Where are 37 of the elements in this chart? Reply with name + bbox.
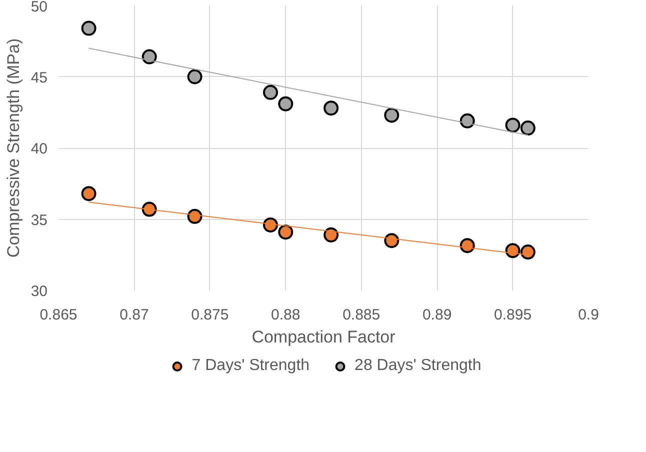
x-tick-label: 0.875 — [191, 306, 229, 324]
legend-label: 7 Days' Strength — [192, 357, 310, 375]
legend-label: 28 Days' Strength — [354, 357, 482, 375]
point — [142, 202, 157, 217]
point — [263, 217, 278, 232]
x-tick-label: 0.865 — [40, 306, 78, 324]
y-tick-label: 50 — [30, 0, 48, 16]
point — [324, 227, 339, 242]
x-tick-label: 0.87 — [120, 306, 149, 324]
point — [81, 20, 96, 36]
x-tick-label: 0.88 — [271, 306, 300, 324]
point — [384, 108, 400, 123]
point — [460, 238, 475, 254]
point — [263, 84, 278, 100]
y-axis-title: Compressive Strength (MPa) — [4, 38, 23, 258]
point — [384, 233, 400, 248]
point — [187, 69, 202, 84]
y-tick-label: 30 — [30, 283, 48, 300]
point — [460, 113, 475, 128]
point — [278, 224, 294, 240]
y-tick-label: 45 — [30, 69, 48, 86]
point — [187, 208, 202, 224]
point — [505, 243, 520, 258]
point — [81, 186, 96, 202]
y-tick-label: 40 — [30, 140, 48, 158]
point — [142, 49, 157, 64]
x-tick-label: 0.885 — [342, 306, 380, 324]
x-tick-label: 0.9 — [578, 306, 599, 324]
point — [505, 118, 520, 133]
x-tick-label: 0.895 — [494, 306, 532, 324]
y-tick-label: 35 — [30, 212, 48, 229]
point — [278, 96, 294, 112]
point — [324, 100, 339, 116]
point — [520, 120, 536, 136]
x-tick-label: 0.89 — [422, 306, 452, 324]
x-axis-title: Compaction Factor — [252, 328, 396, 346]
point — [520, 244, 536, 260]
